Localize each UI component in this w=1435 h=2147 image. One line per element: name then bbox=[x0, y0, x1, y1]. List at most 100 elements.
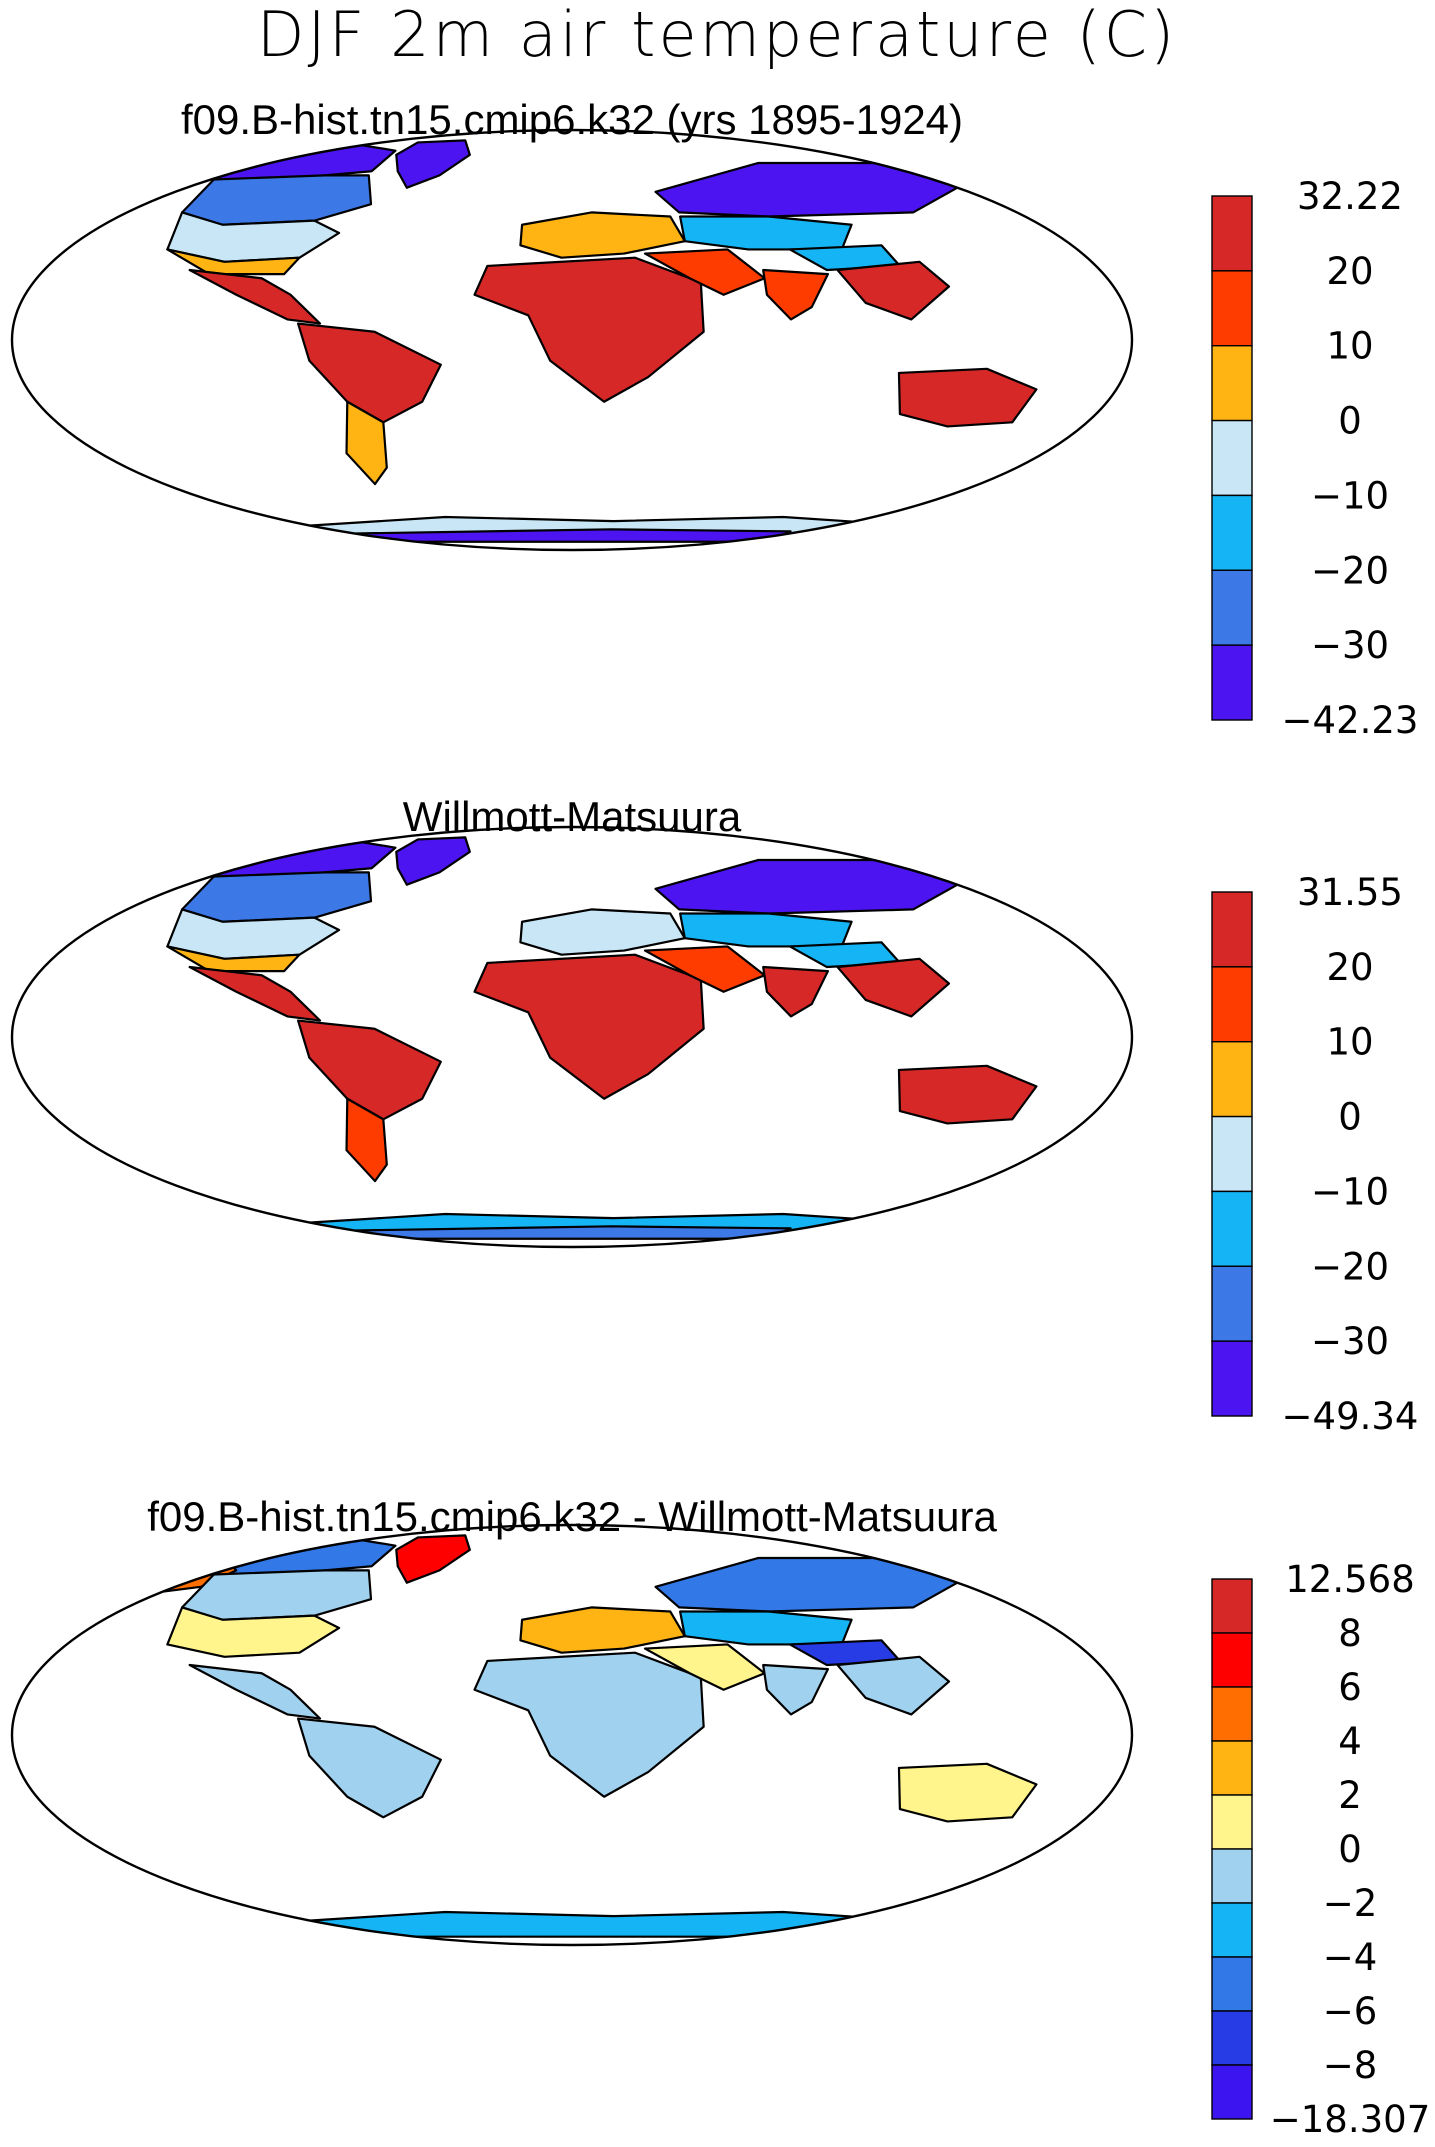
colorbar-swatch bbox=[1211, 1686, 1253, 1742]
region-southeast-asia bbox=[836, 957, 951, 1018]
world-map bbox=[10, 1523, 1134, 1947]
colorbar-swatch bbox=[1211, 1740, 1253, 1796]
region-canada bbox=[181, 174, 373, 226]
colorbar-label: −4 bbox=[1323, 1936, 1378, 1979]
region-australia bbox=[897, 1064, 1038, 1125]
colorbar-label: 20 bbox=[1326, 946, 1373, 989]
colorbar-label: 8 bbox=[1338, 1612, 1362, 1655]
region-mexico-central-america bbox=[188, 965, 322, 1022]
main-title: DJF 2m air temperature (C) bbox=[257, 0, 1177, 71]
colorbar-label: −8 bbox=[1323, 2044, 1378, 2087]
region-india bbox=[762, 965, 829, 1018]
region-south-america bbox=[296, 1717, 442, 1819]
map-frame bbox=[10, 825, 1134, 1249]
region-mexico-central-america bbox=[188, 1663, 322, 1720]
colorbar-label: 20 bbox=[1326, 250, 1373, 293]
panel-title: f09.B-hist.tn15.cmip6.k32 (yrs 1895-1924… bbox=[181, 96, 963, 143]
colorbar-swatch bbox=[1211, 1578, 1253, 1634]
colorbar-swatch bbox=[1211, 1794, 1253, 1850]
region-africa bbox=[473, 953, 705, 1100]
colorbar-label: −6 bbox=[1323, 1990, 1378, 2033]
colorbar-swatch bbox=[1211, 1115, 1253, 1193]
region-australia bbox=[897, 367, 1038, 428]
colorbar-label: 0 bbox=[1338, 1096, 1362, 1139]
colorbar-label: −2 bbox=[1323, 1882, 1378, 1925]
world-map bbox=[10, 128, 1134, 552]
region-middle-east bbox=[643, 945, 766, 993]
colorbar-swatch bbox=[1211, 1956, 1253, 2012]
region-siberia bbox=[654, 1556, 959, 1613]
region-canada bbox=[181, 1569, 373, 1621]
region-europe bbox=[519, 1606, 686, 1654]
colorbar-label: −10 bbox=[1311, 1170, 1389, 1213]
colorbar-label: 0 bbox=[1338, 1828, 1362, 1871]
panel-title: f09.B-hist.tn15.cmip6.k32 - Willmott-Mat… bbox=[147, 1493, 997, 1540]
panel-diff: f09.B-hist.tn15.cmip6.k32 - Willmott-Mat… bbox=[10, 1493, 1430, 2141]
region-united-states bbox=[166, 1606, 341, 1658]
region-greenland bbox=[395, 1534, 471, 1584]
region-south-america bbox=[296, 1019, 442, 1121]
panel-model: f09.B-hist.tn15.cmip6.k32 (yrs 1895-1924… bbox=[10, 96, 1419, 742]
colorbar: 12.568 8 6 4 2 0 −2 −4 −6 −8 −18.307 bbox=[1211, 1558, 1430, 2141]
map-frame bbox=[10, 1523, 1134, 1947]
colorbar-swatch bbox=[1211, 644, 1253, 721]
colorbar-label: −30 bbox=[1311, 1320, 1389, 1363]
region-europe bbox=[519, 211, 686, 259]
region-greenland bbox=[395, 836, 471, 886]
panel-obs: Willmott-Matsuura 31.5520100−10−20−30−49… bbox=[10, 793, 1419, 1438]
colorbar-label: −18.307 bbox=[1270, 2098, 1430, 2141]
colorbar-swatch bbox=[1211, 1632, 1253, 1688]
colorbar-label: −10 bbox=[1311, 474, 1389, 517]
colorbar-label: 12.568 bbox=[1285, 1558, 1414, 1601]
region-australia bbox=[897, 1762, 1038, 1823]
world-map bbox=[10, 825, 1134, 1249]
colorbar-swatch bbox=[1211, 494, 1253, 571]
colorbar-label: 10 bbox=[1326, 325, 1373, 368]
colorbar-label: 0 bbox=[1338, 400, 1362, 443]
region-siberia bbox=[654, 161, 959, 218]
region-india bbox=[762, 1663, 829, 1716]
colorbar-label: 10 bbox=[1326, 1021, 1373, 1064]
region-patagonia bbox=[345, 400, 388, 486]
colorbar-swatch bbox=[1211, 2064, 1253, 2120]
colorbar-swatch bbox=[1211, 419, 1253, 497]
colorbar-swatch bbox=[1211, 966, 1253, 1043]
region-southeast-asia bbox=[836, 260, 951, 321]
colorbar-label: 2 bbox=[1338, 1774, 1362, 1817]
region-southern-united-states bbox=[166, 945, 301, 973]
colorbar-label: 4 bbox=[1338, 1720, 1362, 1763]
colorbar-swatch bbox=[1211, 1902, 1253, 1958]
region-southeast-asia bbox=[836, 1655, 951, 1716]
region-central-asia bbox=[679, 1610, 853, 1646]
region-africa bbox=[473, 1651, 705, 1798]
colorbar-swatch bbox=[1211, 1265, 1253, 1342]
colorbar: 32.22 20 10 0 −10 −20 −30 −42.23 bbox=[1211, 175, 1419, 742]
region-southern-united-states bbox=[166, 248, 301, 276]
colorbar-swatch bbox=[1211, 1190, 1253, 1267]
region-greenland bbox=[395, 139, 471, 189]
colorbar-swatch bbox=[1211, 1041, 1253, 1118]
colorbar-swatch bbox=[1211, 1340, 1253, 1417]
colorbar-swatch bbox=[1211, 569, 1253, 646]
region-canada bbox=[181, 871, 373, 923]
colorbar-label: 6 bbox=[1338, 1666, 1362, 1709]
region-india bbox=[762, 268, 829, 321]
colorbar: 31.55 20 10 0 −10 −20 −30 −49.34 bbox=[1211, 871, 1419, 1438]
map-frame bbox=[10, 128, 1134, 552]
colorbar-swatch bbox=[1211, 270, 1253, 347]
region-middle-east bbox=[643, 1643, 766, 1691]
region-central-asia bbox=[679, 215, 853, 251]
colorbar-label: −20 bbox=[1311, 1245, 1389, 1288]
region-south-america bbox=[296, 322, 442, 424]
colorbar-swatch bbox=[1211, 2010, 1253, 2066]
region-africa bbox=[473, 256, 705, 403]
colorbar-swatch bbox=[1211, 891, 1253, 968]
colorbar-swatch bbox=[1211, 195, 1253, 272]
colorbar-swatch bbox=[1211, 1848, 1253, 1904]
colorbar-label: −49.34 bbox=[1282, 1395, 1419, 1438]
colorbar-label: −20 bbox=[1311, 549, 1389, 592]
region-patagonia bbox=[345, 1097, 388, 1183]
region-central-asia bbox=[679, 912, 853, 948]
colorbar-label: −42.23 bbox=[1282, 699, 1419, 742]
